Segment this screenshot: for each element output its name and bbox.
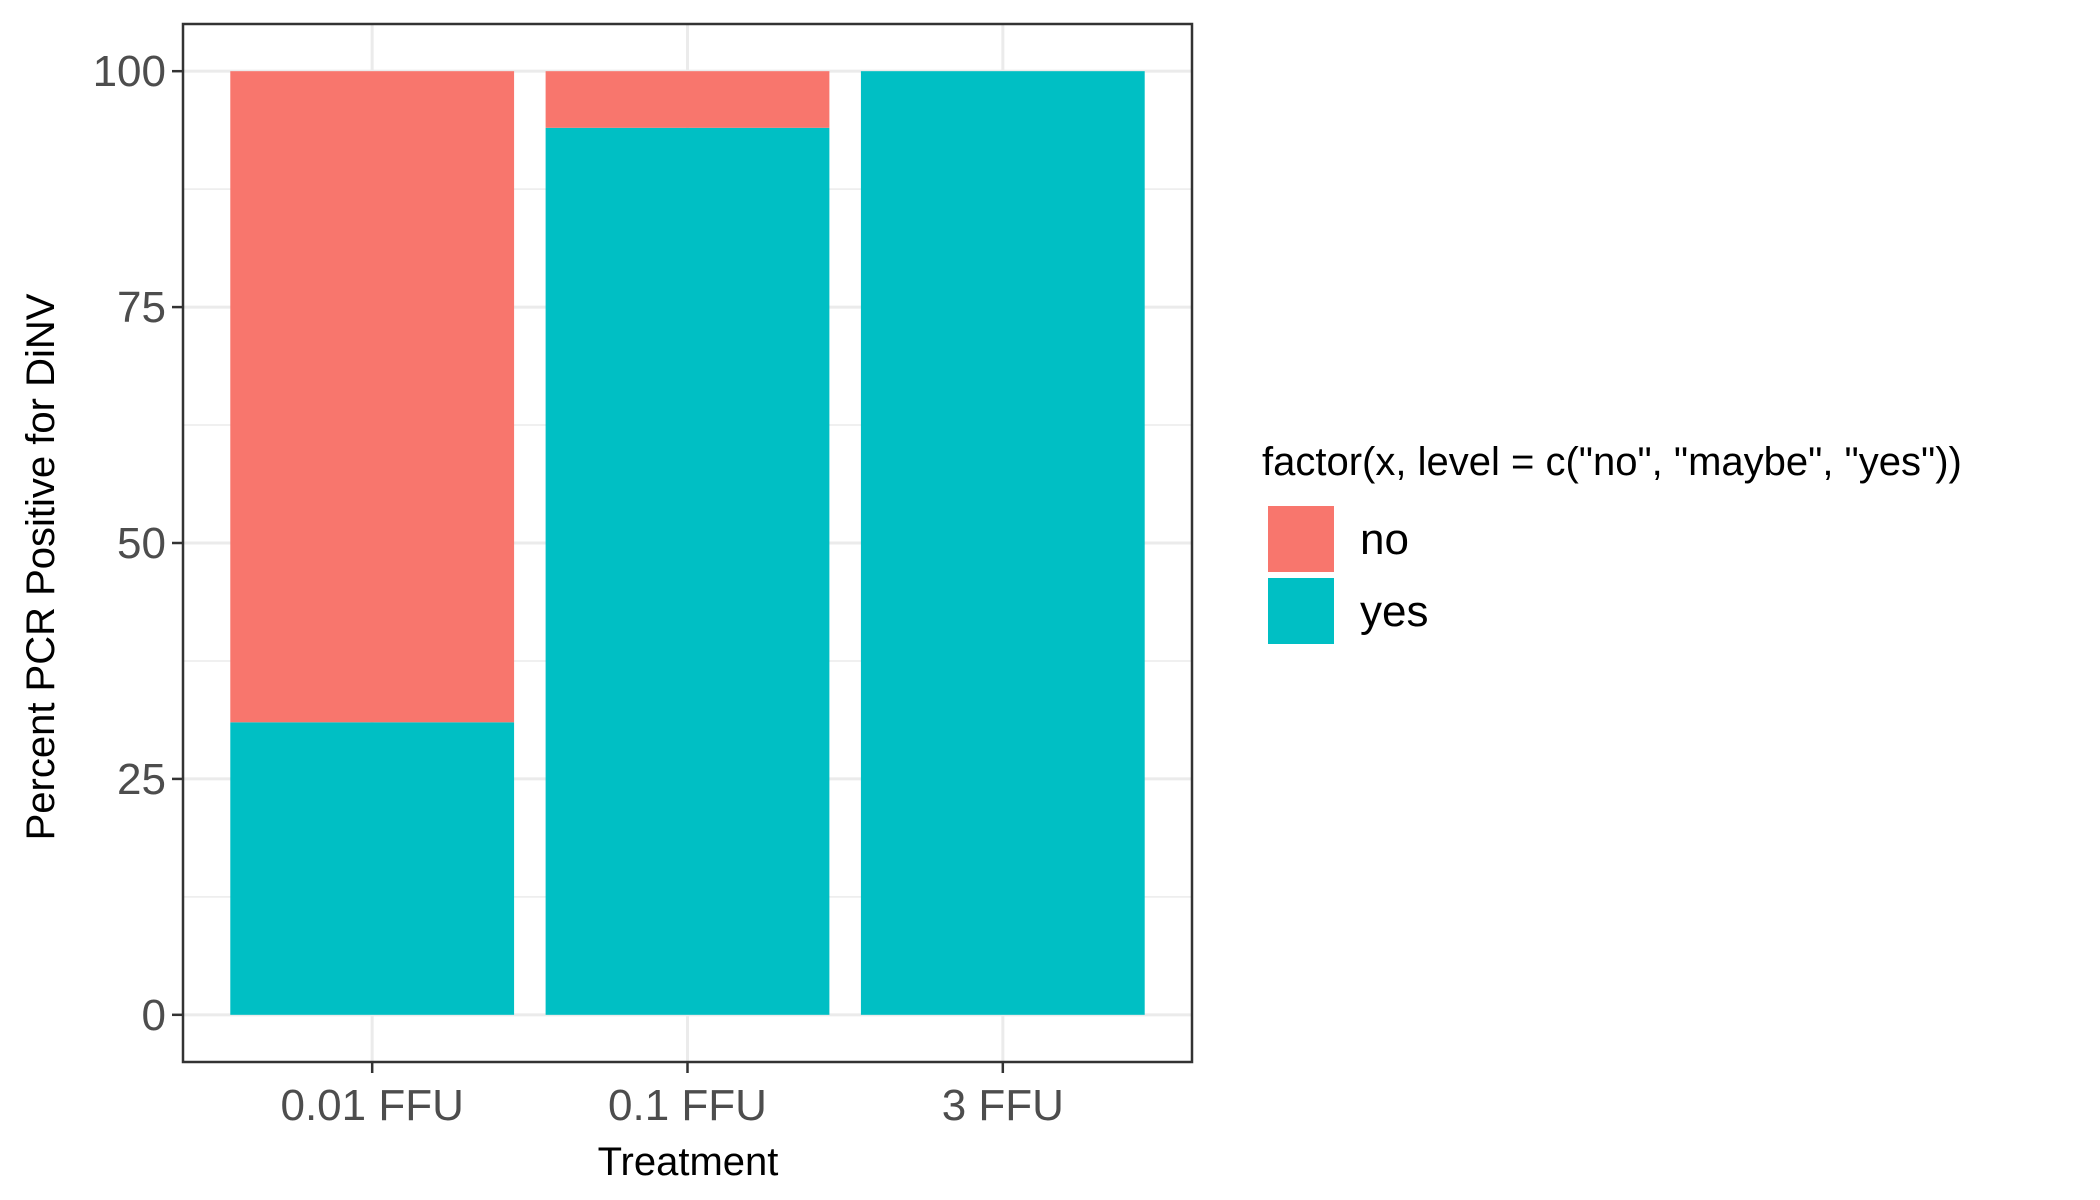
legend-key-yes <box>1268 578 1334 644</box>
y-tick-label: 0 <box>142 991 166 1040</box>
x-tick-label: 0.1 FFU <box>608 1081 767 1130</box>
bar-yes-2 <box>545 127 830 1015</box>
bar-yes-3 <box>860 71 1145 1015</box>
legend: factor(x, level = c("no", "maybe", "yes"… <box>1262 440 1962 644</box>
bar-no-2 <box>545 71 830 128</box>
y-axis-title: Percent PCR Positive for DiNV <box>19 293 63 840</box>
x-tick-label: 0.01 FFU <box>280 1081 463 1130</box>
legend-items: no yes <box>1268 506 1428 644</box>
legend-key-no <box>1268 506 1334 572</box>
legend-title: factor(x, level = c("no", "maybe", "yes"… <box>1262 440 1962 484</box>
x-axis-title: Treatment <box>598 1140 779 1184</box>
y-tick-label: 100 <box>93 47 166 96</box>
legend-label-no: no <box>1360 515 1409 564</box>
y-tick-label: 75 <box>117 283 166 332</box>
legend-label-yes: yes <box>1360 587 1428 636</box>
y-tick-label: 25 <box>117 755 166 804</box>
bar-yes-1 <box>230 722 515 1015</box>
y-tick-label: 50 <box>117 519 166 568</box>
bar-layer <box>230 71 1145 1015</box>
axis-layer: 0 25 50 75 100 0.01 FFU 0.1 FFU 3 FFU <box>93 47 1064 1130</box>
x-tick-label: 3 FFU <box>942 1081 1064 1130</box>
bar-no-1 <box>230 71 515 723</box>
